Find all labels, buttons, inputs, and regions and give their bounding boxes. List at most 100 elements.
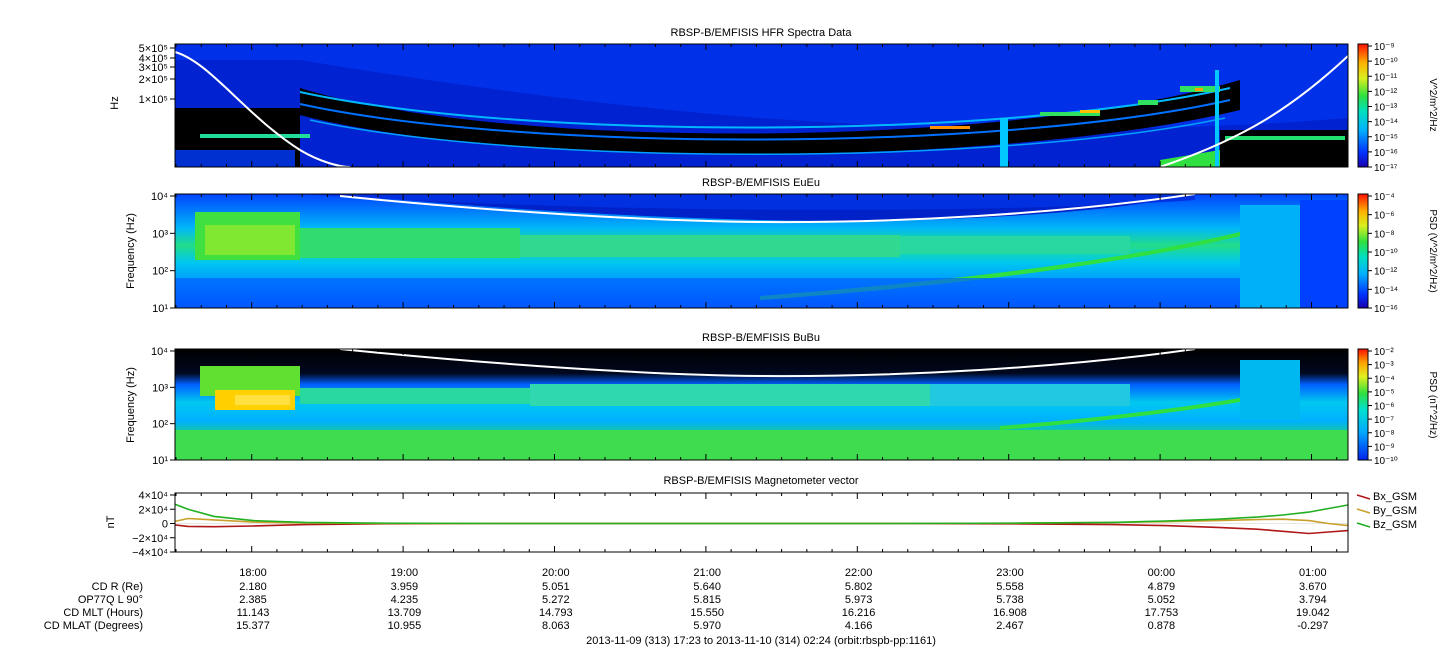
eueu-y-tick-label: 10² [152, 266, 168, 278]
ephemeris-value: 5.052 [1148, 594, 1176, 606]
bubu-cb-tick-label: 10⁻⁶ [1374, 402, 1395, 413]
ephemeris-value: 16.908 [993, 607, 1027, 619]
ephemeris-value: 11.143 [237, 607, 270, 619]
ephemeris-value: -0.297 [1297, 620, 1328, 632]
legend-entry: Bz_GSM [1373, 519, 1417, 531]
ephemeris-value: 3.959 [391, 581, 419, 593]
eueu-spectrogram [175, 194, 1348, 308]
mag-legend: Bx_GSM By_GSM Bz_GSM [1356, 491, 1417, 531]
ephemeris-value: 8.063 [542, 620, 570, 632]
hfr-ylabel: Hz [109, 96, 121, 109]
bubu-cb-tick-label: 10⁻³ [1374, 361, 1394, 372]
ephemeris-value: 10.955 [388, 620, 422, 632]
ephemeris-value: 5.802 [845, 581, 873, 593]
time-label: 18:00 [239, 567, 267, 579]
eueu-white-curve [339, 193, 1196, 224]
time-axis-ticks [175, 44, 1338, 552]
eueu-cb-tick-label: 10⁻¹² [1374, 267, 1398, 278]
ephemeris-value: 5.973 [845, 594, 873, 606]
hfr-y-tick-label: 2×10⁵ [139, 74, 168, 86]
eueu-y-axis: Frequency (Hz) 10⁴ 10³ 10² 10¹ [125, 191, 175, 315]
eueu-y-tick-label: 10³ [152, 228, 168, 240]
hfr-cb-tick-label: 10⁻¹¹ [1374, 72, 1398, 83]
bubu-cb-tick-label: 10⁻⁴ [1374, 374, 1395, 385]
ephemeris-value: 4.879 [1148, 581, 1176, 593]
ephemeris-value: 17.753 [1145, 607, 1179, 619]
bubu-y-tick-label: 10³ [152, 382, 168, 394]
bubu-cb-tick-label: 10⁻⁵ [1374, 388, 1395, 399]
legend-entry: Bx_GSM [1373, 491, 1417, 503]
eueu-cb-tick-label: 10⁻⁴ [1374, 192, 1395, 203]
ephemeris-value: 14.793 [539, 607, 573, 619]
time-range-footer: 2013-11-09 (313) 17:23 to 2013-11-10 (31… [586, 635, 936, 647]
mag-y-tick-label: 0 [162, 519, 168, 531]
mag-y-tick-label: −4×10⁴ [132, 547, 168, 559]
bubu-ylabel: Frequency (Hz) [125, 367, 137, 443]
hfr-y-tick-label: 5×10⁵ [139, 43, 168, 55]
hfr-panel: RBSP-B/EMFISIS HFR Spectra Data [109, 27, 1438, 174]
mag-series-Bz_GSM [174, 503, 1349, 525]
mag-title: RBSP-B/EMFISIS Magnetometer vector [663, 475, 858, 487]
eueu-cb-tick-label: 10⁻¹⁶ [1374, 304, 1398, 315]
hfr-y-tick-label: 1×10⁵ [139, 94, 168, 106]
bubu-y-tick-label: 10¹ [152, 455, 168, 467]
bubu-spectrogram [175, 349, 1348, 460]
time-label: 00:00 [1148, 567, 1176, 579]
hfr-cb-tick-label: 10⁻¹³ [1374, 103, 1398, 114]
time-axis-labels: 18:00 19:00 20:00 21:00 22:00 23:00 00:00 01:00… [239, 567, 1326, 579]
mag-y-tick-label: 4×10⁴ [138, 490, 168, 502]
hfr-cb-tick-label: 10⁻⁹ [1374, 42, 1395, 53]
ephemeris-value: 3.670 [1299, 581, 1327, 593]
mag-panel: RBSP-B/EMFISIS Magnetometer vector nT 4×… [105, 475, 1417, 559]
eueu-title: RBSP-B/EMFISIS EuEu [702, 177, 820, 189]
eueu-cb-tick-label: 10⁻⁶ [1374, 211, 1395, 222]
hfr-y-tick-label: 4×10⁵ [139, 53, 168, 65]
mag-y-axis: nT 4×10⁴ 2×10⁴ 0 −2×10⁴ −4×10⁴ [105, 490, 175, 559]
ephemeris-value: 15.550 [690, 607, 724, 619]
eueu-ylabel: Frequency (Hz) [125, 213, 137, 289]
hfr-colorbar: 10⁻⁹ 10⁻¹⁰ 10⁻¹¹ 10⁻¹² 10⁻¹³ 10⁻¹⁴ 10⁻¹⁵ 10⁻¹⁶ 1… [1357, 42, 1438, 174]
ephemeris-value: 2.385 [239, 594, 267, 606]
ephemeris-value: 5.272 [542, 594, 570, 606]
eueu-colorbar-label: PSD (V^2/m^2/Hz) [1427, 209, 1438, 292]
ephemeris-value: 4.235 [391, 594, 419, 606]
ephemeris-row-label: CD MLT (Hours) [63, 607, 143, 619]
hfr-white-curve [174, 51, 1349, 168]
ephemeris-value: 2.467 [996, 620, 1024, 632]
bubu-white-curve [339, 348, 1196, 378]
bubu-title: RBSP-B/EMFISIS BuBu [702, 332, 820, 344]
hfr-cb-tick-label: 10⁻¹⁴ [1374, 118, 1398, 129]
ephemeris-value: 5.815 [693, 594, 721, 606]
eueu-cb-tick-label: 10⁻¹⁴ [1374, 285, 1398, 296]
ephemeris-value: 5.051 [542, 581, 570, 593]
mag-y-tick-label: −2×10⁴ [132, 533, 168, 545]
eueu-y-tick-label: 10⁴ [151, 191, 168, 203]
legend-swatch [1356, 508, 1371, 514]
mag-y-tick-label: 2×10⁴ [138, 504, 168, 516]
ephemeris-value: 13.709 [388, 607, 422, 619]
hfr-cb-tick-label: 10⁻¹⁶ [1374, 148, 1398, 159]
hfr-title: RBSP-B/EMFISIS HFR Spectra Data [671, 27, 853, 39]
bubu-colorbar: 10⁻² 10⁻³ 10⁻⁴ 10⁻⁵ 10⁻⁶ 10⁻⁷ 10⁻⁸ 10⁻⁹ 10⁻¹⁰ PS… [1357, 347, 1438, 467]
bubu-cb-tick-label: 10⁻² [1374, 347, 1394, 358]
bubu-cb-tick-label: 10⁻⁹ [1374, 442, 1395, 453]
time-label: 23:00 [996, 567, 1024, 579]
ephemeris-value: 5.558 [996, 581, 1024, 593]
legend-swatch [1356, 522, 1371, 528]
bubu-y-tick-label: 10⁴ [151, 346, 168, 358]
ephemeris-row-label: CD MLAT (Degrees) [44, 620, 143, 632]
bubu-cb-tick-label: 10⁻¹⁰ [1374, 456, 1398, 467]
ephemeris-row-label: CD R (Re) [92, 581, 143, 593]
eueu-colorbar: 10⁻⁴ 10⁻⁶ 10⁻⁸ 10⁻¹⁰ 10⁻¹² 10⁻¹⁴ 10⁻¹⁶ PSD (V^… [1357, 192, 1438, 315]
ephemeris-value: 2.180 [239, 581, 267, 593]
bubu-y-axis: Frequency (Hz) 10⁴ 10³ 10² 10¹ [125, 346, 175, 467]
time-label: 19:00 [391, 567, 419, 579]
ephemeris-value: 4.166 [845, 620, 873, 632]
mag-ylabel: nT [105, 515, 117, 528]
ephemeris-row-label: OP77Q L 90° [78, 594, 143, 606]
legend-entry: By_GSM [1373, 505, 1417, 517]
ephemeris-table: CD R (Re) 2.180 3.959 5.051 5.640 5.802 5.558 4… [44, 581, 1330, 632]
bubu-y-tick-label: 10² [152, 419, 168, 431]
